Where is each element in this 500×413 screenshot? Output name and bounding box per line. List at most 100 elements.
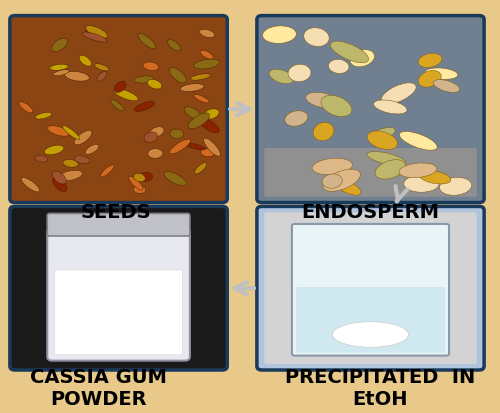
Ellipse shape: [418, 53, 442, 67]
Ellipse shape: [105, 279, 118, 285]
Ellipse shape: [304, 28, 329, 47]
Ellipse shape: [194, 95, 210, 103]
Ellipse shape: [74, 131, 92, 145]
FancyBboxPatch shape: [264, 148, 476, 197]
Ellipse shape: [48, 126, 69, 136]
Ellipse shape: [138, 33, 156, 49]
Ellipse shape: [114, 81, 126, 93]
Ellipse shape: [433, 80, 460, 93]
Ellipse shape: [425, 68, 458, 79]
Ellipse shape: [170, 129, 183, 139]
Ellipse shape: [35, 156, 48, 162]
Ellipse shape: [375, 160, 406, 179]
Ellipse shape: [74, 156, 90, 164]
Ellipse shape: [35, 112, 52, 119]
Ellipse shape: [440, 178, 472, 195]
Ellipse shape: [182, 86, 198, 91]
FancyArrowPatch shape: [396, 186, 407, 202]
Ellipse shape: [321, 95, 352, 116]
Ellipse shape: [85, 144, 99, 154]
Text: CASSIA GUM
POWDER: CASSIA GUM POWDER: [30, 368, 167, 409]
Ellipse shape: [134, 101, 154, 112]
Ellipse shape: [313, 122, 334, 141]
Ellipse shape: [52, 177, 67, 192]
Ellipse shape: [82, 32, 107, 42]
Ellipse shape: [110, 100, 124, 111]
Ellipse shape: [332, 178, 361, 195]
Ellipse shape: [97, 71, 107, 81]
Ellipse shape: [204, 109, 219, 119]
Ellipse shape: [52, 38, 68, 52]
Ellipse shape: [58, 171, 82, 181]
Ellipse shape: [86, 28, 104, 42]
Ellipse shape: [62, 126, 80, 140]
Ellipse shape: [184, 107, 201, 119]
Text: ENDOSPERM: ENDOSPERM: [302, 202, 440, 221]
Ellipse shape: [149, 127, 164, 138]
FancyArrowPatch shape: [234, 282, 254, 294]
Text: PRECIPITATED  IN
EtOH: PRECIPITATED IN EtOH: [286, 368, 476, 409]
Ellipse shape: [134, 173, 145, 182]
Ellipse shape: [285, 111, 308, 126]
Ellipse shape: [74, 273, 88, 279]
Ellipse shape: [382, 83, 416, 104]
Ellipse shape: [79, 55, 92, 66]
Ellipse shape: [100, 165, 114, 177]
Ellipse shape: [134, 76, 154, 83]
Ellipse shape: [194, 163, 206, 174]
Ellipse shape: [52, 171, 66, 184]
Ellipse shape: [404, 175, 439, 192]
Ellipse shape: [63, 159, 78, 167]
Ellipse shape: [148, 149, 163, 158]
Ellipse shape: [120, 280, 134, 286]
Ellipse shape: [190, 74, 210, 80]
Ellipse shape: [328, 59, 349, 74]
Ellipse shape: [44, 145, 64, 154]
Ellipse shape: [94, 64, 109, 71]
Ellipse shape: [144, 132, 158, 142]
FancyBboxPatch shape: [257, 206, 484, 370]
Ellipse shape: [330, 41, 368, 63]
Ellipse shape: [180, 84, 204, 92]
Ellipse shape: [350, 50, 374, 67]
Ellipse shape: [200, 149, 214, 157]
Ellipse shape: [262, 26, 296, 43]
FancyBboxPatch shape: [296, 287, 445, 352]
FancyBboxPatch shape: [10, 206, 227, 370]
Ellipse shape: [332, 322, 408, 347]
FancyBboxPatch shape: [292, 224, 449, 356]
Ellipse shape: [136, 275, 149, 282]
Ellipse shape: [164, 171, 186, 186]
FancyBboxPatch shape: [47, 228, 190, 361]
Ellipse shape: [166, 275, 179, 281]
FancyBboxPatch shape: [47, 214, 190, 236]
Ellipse shape: [21, 178, 40, 192]
Ellipse shape: [374, 100, 407, 114]
Ellipse shape: [129, 176, 143, 190]
Ellipse shape: [200, 29, 214, 38]
Ellipse shape: [138, 172, 152, 182]
Ellipse shape: [288, 64, 311, 82]
Ellipse shape: [114, 89, 138, 101]
Ellipse shape: [420, 171, 451, 184]
Ellipse shape: [200, 50, 213, 59]
Ellipse shape: [170, 139, 190, 154]
Ellipse shape: [184, 143, 206, 150]
FancyBboxPatch shape: [54, 270, 182, 355]
Text: SEEDS: SEEDS: [81, 202, 152, 221]
Ellipse shape: [194, 59, 220, 69]
Ellipse shape: [188, 113, 210, 129]
Ellipse shape: [151, 273, 164, 279]
Ellipse shape: [418, 71, 441, 87]
Ellipse shape: [306, 92, 338, 108]
Ellipse shape: [86, 26, 108, 38]
Ellipse shape: [322, 174, 342, 188]
Ellipse shape: [133, 186, 146, 193]
FancyBboxPatch shape: [264, 212, 476, 364]
Ellipse shape: [204, 138, 220, 156]
Ellipse shape: [54, 70, 70, 76]
Ellipse shape: [143, 62, 158, 71]
Ellipse shape: [50, 64, 68, 70]
Ellipse shape: [323, 169, 360, 191]
FancyBboxPatch shape: [10, 16, 227, 202]
